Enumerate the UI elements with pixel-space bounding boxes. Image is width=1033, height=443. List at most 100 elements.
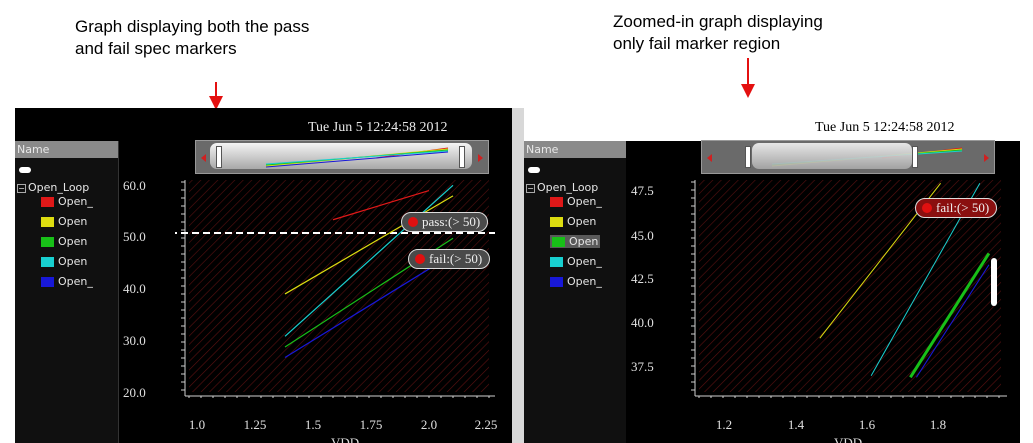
overview-chart <box>265 147 449 168</box>
legend-item[interactable]: Open <box>550 215 596 228</box>
fail-marker-label: fail:(> 50) <box>936 200 990 215</box>
left-callout: Graph displaying both the pass and fail … <box>75 16 309 60</box>
scroll-right-icon[interactable] <box>478 154 483 162</box>
pass-marker[interactable]: pass:(> 50) <box>401 212 489 232</box>
scroll-left-icon[interactable] <box>201 154 206 162</box>
color-swatch-icon <box>550 217 563 227</box>
left-arrow-icon <box>209 82 223 110</box>
x-tick: 1.4 <box>787 417 805 432</box>
x-axis-label: VDD <box>834 435 863 443</box>
y-tick: 45.0 <box>631 228 654 243</box>
tree-root[interactable]: − Open_Loop <box>526 181 598 194</box>
color-swatch-icon <box>41 277 54 287</box>
cloud-icon <box>19 167 31 173</box>
y-tick: 42.5 <box>631 271 654 286</box>
name-header <box>15 141 118 158</box>
pass-marker-label: pass:(> 50) <box>422 214 481 229</box>
legend-item-label: Open <box>567 215 597 228</box>
legend-item-label: Open_ <box>567 195 602 208</box>
legend-item-label: Open_ <box>567 255 602 268</box>
name-column: Name − Open_Loop Open_ Open Open Open Open_ <box>15 141 119 443</box>
x-tick: 1.2 <box>715 417 733 432</box>
y-tick: 47.5 <box>631 183 654 198</box>
tree-root-label: Open_Loop <box>28 181 90 194</box>
color-swatch-icon <box>552 237 565 247</box>
zoom-scrollbar[interactable] <box>701 140 995 174</box>
color-swatch-icon <box>41 197 54 207</box>
legend-item-label: Open <box>569 235 599 248</box>
y-tick: 40.0 <box>631 315 654 330</box>
x-tick: 2.0 <box>420 417 438 432</box>
legend-item-label: Open <box>58 235 88 248</box>
y-tick: 40.0 <box>123 281 146 296</box>
x-tick: 1.5 <box>304 417 322 432</box>
right-callout: Zoomed-in graph displaying only fail mar… <box>613 11 823 55</box>
vertical-scroll-thumb[interactable] <box>991 258 997 306</box>
tree-root[interactable]: − Open_Loop <box>17 181 89 194</box>
thumb-grip-left[interactable] <box>745 146 751 168</box>
fail-marker[interactable]: fail:(> 50) <box>915 198 998 218</box>
legend-item-label: Open <box>58 255 88 268</box>
panel-divider <box>512 108 524 443</box>
legend-item[interactable]: Open <box>41 215 87 228</box>
series-line[interactable] <box>332 190 430 221</box>
series-line[interactable] <box>284 253 454 359</box>
y-tick: 37.5 <box>631 359 654 374</box>
fail-marker-label: fail:(> 50) <box>429 251 483 266</box>
thumb-grip-left[interactable] <box>216 146 222 168</box>
legend-item[interactable]: Open_ <box>550 195 602 208</box>
x-tick: 1.8 <box>929 417 947 432</box>
color-swatch-icon <box>550 257 563 267</box>
y-tick: 20.0 <box>123 385 146 400</box>
y-tick: 60.0 <box>123 178 146 193</box>
collapse-icon[interactable]: − <box>17 184 26 193</box>
series-line[interactable] <box>284 184 454 337</box>
zoom-scrollbar[interactable] <box>195 140 489 174</box>
y-tick: 30.0 <box>123 333 146 348</box>
cloud-icon <box>528 167 540 173</box>
thumb-grip-right[interactable] <box>459 146 465 168</box>
color-swatch-icon <box>41 217 54 227</box>
tree-root-label: Open_Loop <box>537 181 599 194</box>
header-strip <box>524 108 1020 141</box>
legend-item[interactable]: Open <box>41 255 87 268</box>
series-line[interactable] <box>916 264 990 378</box>
legend-item[interactable]: Open_ <box>41 195 93 208</box>
x-tick: 2.25 <box>474 417 498 432</box>
y-tick: 50.0 <box>123 229 146 244</box>
right-graph-panel: Tue Jun 5 12:24:58 2012 Name − Open_Loop … <box>524 108 1020 443</box>
marker-dot-icon <box>922 203 932 213</box>
legend-item[interactable]: Open_ <box>41 275 93 288</box>
legend-item[interactable]: Open_ <box>550 255 602 268</box>
color-swatch-icon <box>550 197 563 207</box>
collapse-icon[interactable]: − <box>526 184 535 193</box>
color-swatch-icon <box>550 277 563 287</box>
marker-dot-icon <box>415 254 425 264</box>
name-header-label: Name <box>17 143 50 156</box>
zoom-thumb[interactable] <box>210 143 472 169</box>
name-column: Name − Open_Loop Open_ Open Open Open_ Open_ <box>524 141 626 443</box>
zoom-thumb[interactable] <box>752 143 912 169</box>
name-header-label: Name <box>526 143 559 156</box>
marker-dot-icon <box>408 217 418 227</box>
series-line[interactable] <box>909 252 991 379</box>
x-tick: 1.0 <box>188 417 206 432</box>
color-swatch-icon <box>41 237 54 247</box>
legend-item-label: Open <box>58 215 88 228</box>
legend-item[interactable]: Open <box>550 235 601 248</box>
scroll-left-icon[interactable] <box>707 154 712 162</box>
legend-item-label: Open_ <box>567 275 602 288</box>
right-callout-line2: only fail marker region <box>613 34 781 53</box>
timestamp: Tue Jun 5 12:24:58 2012 <box>308 120 448 135</box>
scroll-right-icon[interactable] <box>984 154 989 162</box>
legend-item[interactable]: Open <box>41 235 87 248</box>
thumb-grip-right[interactable] <box>912 146 918 168</box>
legend-item-label: Open_ <box>58 195 93 208</box>
legend-item-label: Open_ <box>58 275 93 288</box>
name-header <box>524 141 626 158</box>
left-callout-line2: and fail spec markers <box>75 39 237 58</box>
fail-marker[interactable]: fail:(> 50) <box>408 249 491 269</box>
legend-item[interactable]: Open_ <box>550 275 602 288</box>
right-callout-line1: Zoomed-in graph displaying <box>613 12 823 31</box>
left-graph-panel: Tue Jun 5 12:24:58 2012 Name − Open_Loop … <box>15 108 512 443</box>
